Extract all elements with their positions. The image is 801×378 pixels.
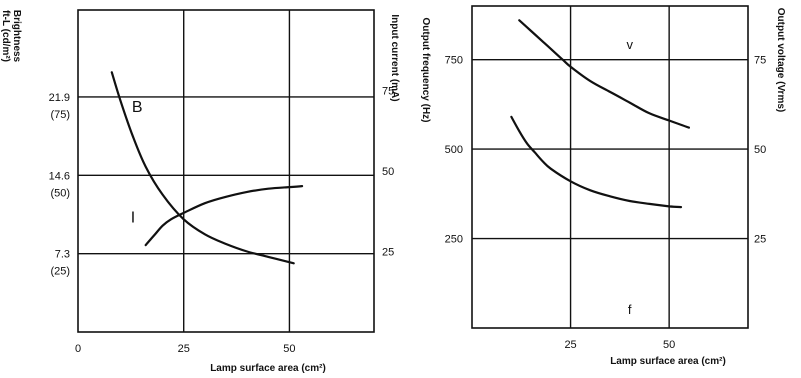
left-y-tick-7.3: 7.3 <box>55 249 70 261</box>
right-series-f-line <box>510 115 683 209</box>
right-y-tick-750: 750 <box>445 55 463 67</box>
right-series-f-label: f <box>628 302 632 317</box>
left-right-tick-labels: 25 50 75 <box>382 86 394 259</box>
right-right-tick-25: 25 <box>754 234 766 246</box>
left-series: BI <box>110 71 304 265</box>
right-plot-frame <box>471 5 749 329</box>
left-plot-frame <box>77 9 375 333</box>
right-y-tick-250: 250 <box>445 234 463 246</box>
right-series-V-line <box>518 19 690 129</box>
left-series-I-label: I <box>131 210 135 227</box>
left-right-tick-50: 50 <box>382 166 394 178</box>
left-y-tick-14.6: 14.6 <box>49 170 70 182</box>
right-right-tick-labels: 25 50 75 <box>754 55 766 246</box>
left-y-tick-21.9: 21.9 <box>49 92 70 104</box>
left-right-axis-label: Input current (mA) <box>389 14 400 101</box>
left-y-subtick-21.9: (75) <box>50 109 70 121</box>
left-series-B-label: B <box>132 99 143 116</box>
right-right-axis-label: Output voltage (Vrms) <box>775 8 786 112</box>
left-series-I-line <box>144 185 304 247</box>
right-y-axis-label: Output frequency (Hz) <box>420 18 431 123</box>
left-x-tick-50: 50 <box>283 343 295 355</box>
left-y-tick-labels: 7.3 (25) 14.6 (50) 21.9 (75) <box>49 92 70 278</box>
left-x-tick-25: 25 <box>178 343 190 355</box>
right-x-tick-25: 25 <box>564 339 576 351</box>
left-grid <box>78 10 374 332</box>
left-x-axis-label: Lamp surface area (cm²) <box>210 363 326 374</box>
right-y-tick-500: 500 <box>445 144 463 156</box>
left-right-tick-25: 25 <box>382 247 394 259</box>
right-series: vf <box>510 19 690 317</box>
left-y-subtick-7.3: (25) <box>50 266 70 278</box>
left-series-B-line <box>110 71 295 265</box>
right-series-V-label: v <box>626 37 633 52</box>
left-x-tick-labels: 0 25 50 <box>75 343 296 355</box>
left-y-subtick-14.6: (50) <box>50 187 70 199</box>
left-right-tick-75: 75 <box>382 86 394 98</box>
left-x-tick-0: 0 <box>75 343 81 355</box>
right-right-tick-50: 50 <box>754 144 766 156</box>
right-grid <box>472 6 748 328</box>
left-y-axis-label-line1: Brightness <box>11 10 22 63</box>
right-x-tick-50: 50 <box>663 339 675 351</box>
left-y-axis-label-line2: ft-L (cd/m²) <box>0 10 11 62</box>
right-right-tick-75: 75 <box>754 55 766 67</box>
right-x-tick-labels: 25 50 <box>564 339 675 351</box>
right-x-axis-label: Lamp surface area (cm²) <box>610 356 726 367</box>
right-y-tick-labels: 250 500 750 <box>445 55 463 246</box>
